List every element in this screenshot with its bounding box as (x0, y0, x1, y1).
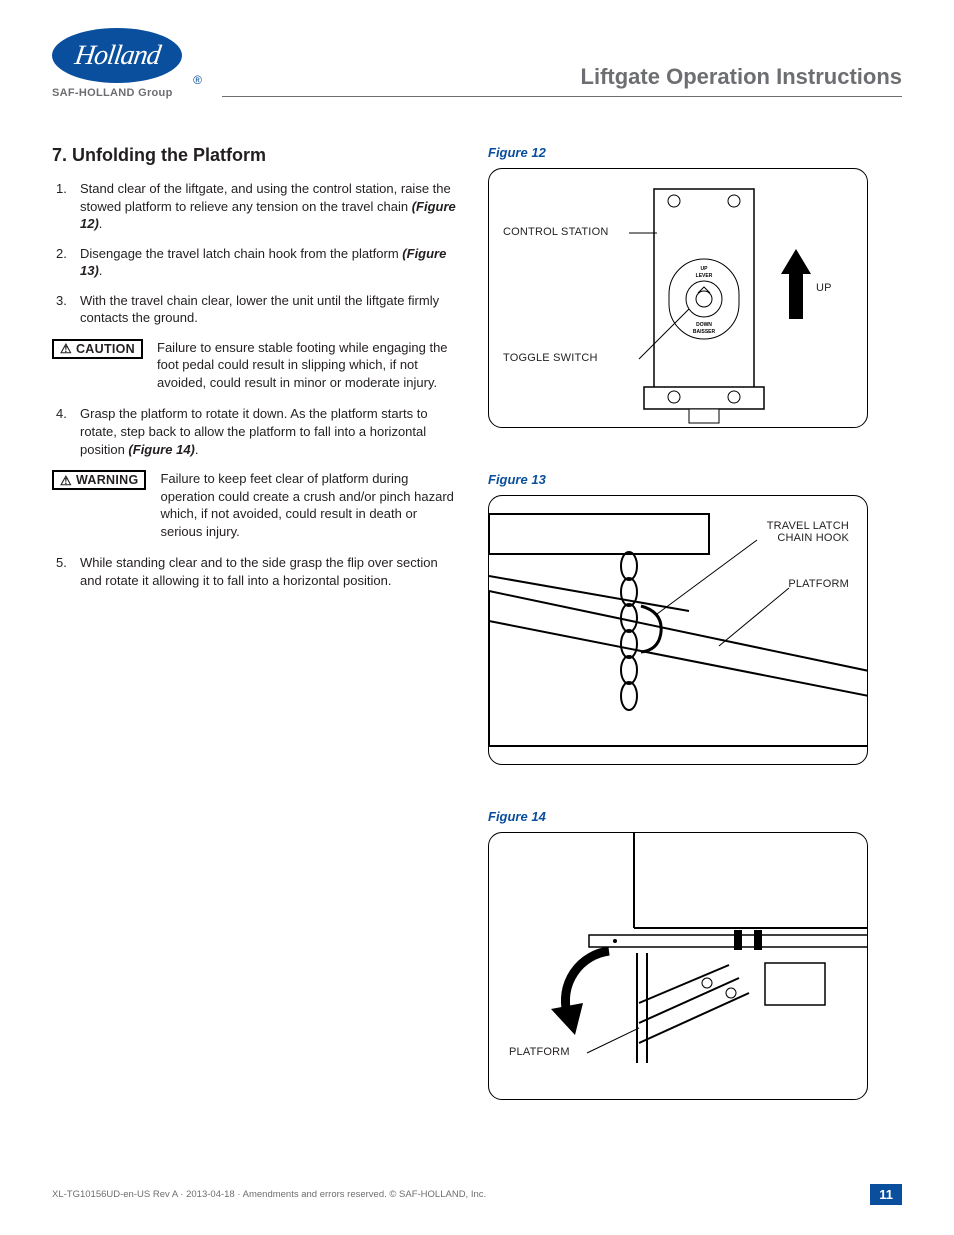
figure-title: Figure 12 (488, 145, 902, 160)
caution-badge-label: CAUTION (76, 343, 135, 356)
step-text-post: . (99, 263, 103, 278)
label-toggle-switch: TOGGLE SWITCH (503, 352, 598, 364)
brand-group-line: SAF-HOLLAND Group (52, 87, 192, 99)
step-list: 5. While standing clear and to the side … (52, 554, 462, 589)
step-item: 2. Disengage the travel latch chain hook… (52, 245, 462, 280)
page-header: Holland ® SAF-HOLLAND Group Liftgate Ope… (52, 28, 902, 99)
switch-up-label: UP (701, 266, 709, 272)
step-number: 5. (52, 554, 80, 589)
step-text-pre: Disengage the travel latch chain hook fr… (80, 246, 402, 261)
figure-12-svg: UP LEVER DOWN BAISSER (489, 169, 868, 428)
section-number: 7. (52, 145, 67, 165)
page-footer: XL-TG10156UD-en-US Rev A · 2013-04-18 · … (52, 1184, 902, 1205)
left-column: 7. Unfolding the Platform 1. Stand clear… (52, 145, 462, 1100)
figure-14: PLATFORM (488, 832, 868, 1100)
warning-triangle-icon: ⚠ (60, 342, 72, 355)
caution-text: Failure to ensure stable footing while e… (157, 339, 462, 392)
warning-badge: ⚠ WARNING (52, 470, 146, 490)
warning-notice: ⚠ WARNING Failure to keep feet clear of … (52, 470, 462, 540)
step-text-pre: With the travel chain clear, lower the u… (80, 293, 439, 326)
warning-badge-label: WARNING (76, 474, 139, 487)
step-list: 4. Grasp the platform to rotate it down.… (52, 405, 462, 458)
brand-block: Holland ® SAF-HOLLAND Group (52, 28, 192, 99)
caution-notice: ⚠ CAUTION Failure to ensure stable footi… (52, 339, 462, 392)
right-column: Figure 12 UP LEVER DOWN BAISSER (488, 145, 902, 1100)
step-text: Grasp the platform to rotate it down. As… (80, 405, 462, 458)
content-area: 7. Unfolding the Platform 1. Stand clear… (52, 145, 902, 1100)
label-platform: PLATFORM (509, 1046, 570, 1058)
step-text: Stand clear of the liftgate, and using t… (80, 180, 462, 233)
step-text: With the travel chain clear, lower the u… (80, 292, 462, 327)
step-text: While standing clear and to the side gra… (80, 554, 462, 589)
step-list: 1. Stand clear of the liftgate, and usin… (52, 180, 462, 327)
footer-meta: XL-TG10156UD-en-US Rev A · 2013-04-18 · … (52, 1189, 486, 1200)
label-platform: PLATFORM (788, 578, 849, 590)
step-text-pre: While standing clear and to the side gra… (80, 555, 438, 588)
figure-14-svg (489, 833, 868, 1100)
step-item: 3. With the travel chain clear, lower th… (52, 292, 462, 327)
step-text-post: . (195, 442, 199, 457)
figure-13: TRAVEL LATCH CHAIN HOOK PLATFORM (488, 495, 868, 765)
warning-triangle-icon: ⚠ (60, 474, 72, 487)
registered-mark: ® (193, 73, 202, 87)
step-text-post: . (99, 216, 103, 231)
label-up: UP (816, 282, 832, 294)
brand-word: Holland (72, 40, 161, 72)
warning-text: Failure to keep feet clear of platform d… (160, 470, 462, 540)
figure-title: Figure 14 (488, 809, 902, 824)
brand-logo: Holland (52, 28, 182, 83)
label-hook: TRAVEL LATCH CHAIN HOOK (767, 520, 849, 544)
step-text-pre: Stand clear of the liftgate, and using t… (80, 181, 451, 214)
figure-ref: (Figure 14) (128, 442, 194, 457)
step-number: 1. (52, 180, 80, 233)
switch-down-label: DOWN (696, 322, 712, 328)
step-text: Disengage the travel latch chain hook fr… (80, 245, 462, 280)
switch-lever-label: LEVER (696, 273, 713, 279)
step-item: 5. While standing clear and to the side … (52, 554, 462, 589)
page-number: 11 (870, 1184, 902, 1205)
switch-baisser-label: BAISSER (693, 329, 716, 335)
figure-title: Figure 13 (488, 472, 902, 487)
section-heading: Unfolding the Platform (72, 145, 266, 165)
document-title: Liftgate Operation Instructions (222, 54, 902, 97)
step-item: 4. Grasp the platform to rotate it down.… (52, 405, 462, 458)
section-title: 7. Unfolding the Platform (52, 145, 462, 166)
step-number: 2. (52, 245, 80, 280)
figure-12: UP LEVER DOWN BAISSER CONTROL STATION TO… (488, 168, 868, 428)
caution-badge: ⚠ CAUTION (52, 339, 143, 359)
step-number: 4. (52, 405, 80, 458)
step-number: 3. (52, 292, 80, 327)
step-item: 1. Stand clear of the liftgate, and usin… (52, 180, 462, 233)
label-control-station: CONTROL STATION (503, 226, 608, 238)
